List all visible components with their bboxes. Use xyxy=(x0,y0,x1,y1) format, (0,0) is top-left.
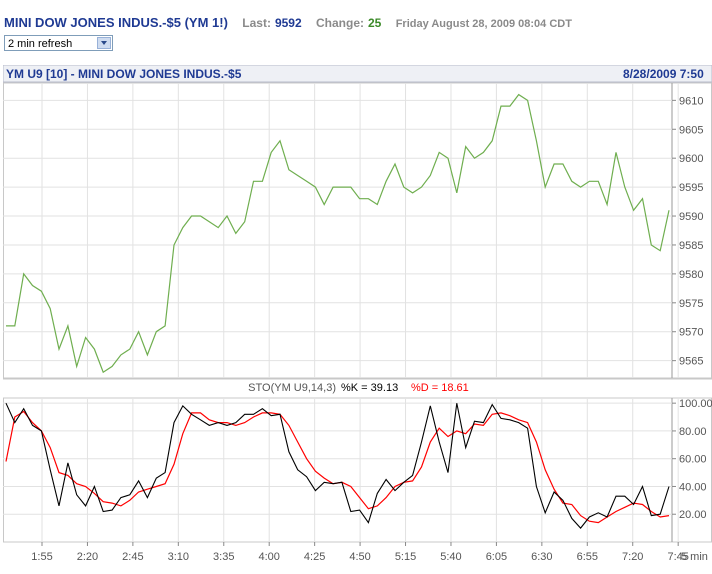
refresh-select-value: 2 min refresh xyxy=(8,38,73,50)
x-tick-label: 4:00 xyxy=(258,551,279,563)
chart-container: YM U9 [10] - MINI DOW JONES INDUS.-$5 8/… xyxy=(2,64,712,569)
sto-k-label: %K = 39.13 xyxy=(341,382,398,394)
sto-y-tick-label: 100.00 xyxy=(679,398,712,410)
chart-svg: YM U9 [10] - MINI DOW JONES INDUS.-$5 8/… xyxy=(2,64,712,563)
chart-title-date: 8/28/2009 7:50 xyxy=(623,67,704,81)
change-label: Change: xyxy=(315,16,364,30)
price-y-tick-label: 9610 xyxy=(679,95,703,107)
x-tick-label: 4:50 xyxy=(349,551,370,563)
x-tick-label: 2:45 xyxy=(122,551,143,563)
x-tick-label: 3:35 xyxy=(213,551,234,563)
chevron-down-icon[interactable] xyxy=(97,37,111,49)
x-tick-label: 6:05 xyxy=(486,551,507,563)
x-tick-label: 6:30 xyxy=(531,551,552,563)
price-y-tick-label: 9600 xyxy=(679,153,703,165)
price-y-tick-label: 9590 xyxy=(679,211,703,223)
last-label: Last: xyxy=(242,16,271,30)
price-series-line xyxy=(6,93,670,374)
quote-header: MINI DOW JONES INDUS.-$5 (YM 1!) Last: 95… xyxy=(4,15,583,35)
price-y-tick-label: 9585 xyxy=(679,240,703,252)
price-y-tick-label: 9605 xyxy=(679,124,703,136)
refresh-select[interactable]: 2 min refresh xyxy=(4,35,113,51)
sto-d-label: %D = 18.61 xyxy=(411,382,469,394)
sto-panel-frame xyxy=(3,397,712,543)
sto-title: STO(YM U9,14,3) xyxy=(248,382,336,394)
chart-title: YM U9 [10] - MINI DOW JONES INDUS.-$5 xyxy=(6,67,242,81)
quote-datetime: Friday August 28, 2009 08:04 CDT xyxy=(395,18,572,30)
last-value: 9592 xyxy=(274,16,302,30)
x-axis-unit: 5 min xyxy=(681,551,708,563)
x-tick-label: 6:55 xyxy=(577,551,598,563)
price-y-tick-label: 9570 xyxy=(679,327,703,339)
x-tick-label: 3:10 xyxy=(168,551,189,563)
sto-k-line xyxy=(5,402,670,529)
symbol-link[interactable]: MINI DOW JONES INDUS.-$5 (YM 1!) xyxy=(4,15,228,30)
change-value: 25 xyxy=(367,16,382,30)
x-tick-label: 2:20 xyxy=(77,551,98,563)
chart-title-bar xyxy=(2,64,712,83)
x-tick-label: 7:20 xyxy=(622,551,643,563)
sto-y-tick-label: 80.00 xyxy=(679,426,707,438)
x-tick-label: 7:45 xyxy=(667,551,688,563)
sto-y-tick-label: 20.00 xyxy=(679,509,707,521)
sto-y-tick-label: 60.00 xyxy=(679,454,707,466)
price-y-tick-label: 9580 xyxy=(679,269,703,281)
sto-y-tick-label: 40.00 xyxy=(679,481,707,493)
price-y-tick-label: 9575 xyxy=(679,298,703,310)
price-y-tick-label: 9565 xyxy=(679,356,703,368)
x-tick-label: 5:40 xyxy=(440,551,461,563)
sto-d-line xyxy=(5,410,670,524)
price-y-tick-label: 9595 xyxy=(679,182,703,194)
x-tick-label: 5:15 xyxy=(395,551,416,563)
x-tick-label: 4:25 xyxy=(304,551,325,563)
price-panel-frame xyxy=(3,82,712,379)
x-tick-label: 1:55 xyxy=(31,551,52,563)
